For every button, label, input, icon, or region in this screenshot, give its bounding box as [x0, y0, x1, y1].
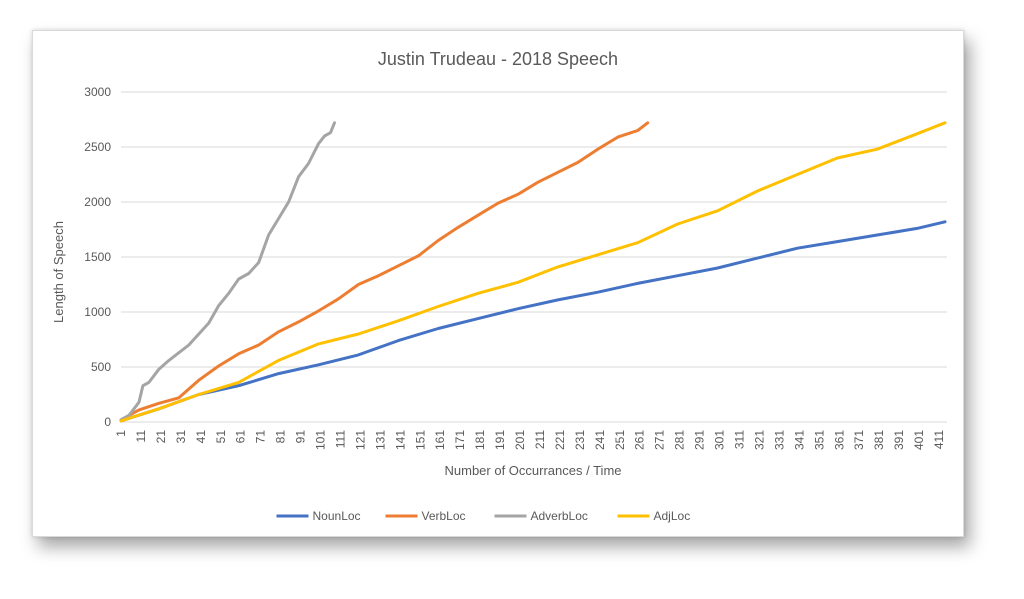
x-tick-label: 391	[892, 430, 906, 450]
legend-label-nounloc: NounLoc	[313, 509, 361, 523]
x-tick-label: 111	[333, 430, 347, 449]
x-tick-label: 271	[653, 430, 667, 450]
x-tick-label: 311	[733, 430, 747, 449]
y-axis-ticks: 0 500 1000 1500 2000 2500 3000	[84, 85, 111, 429]
x-tick-label: 221	[553, 430, 567, 450]
x-tick-label: 101	[314, 430, 328, 450]
legend-label-adjloc: AdjLoc	[654, 509, 691, 523]
line-chart: Justin Trudeau - 2018 Speech 0 500 1000 150…	[51, 49, 947, 523]
x-tick-label: 361	[832, 430, 846, 450]
x-tick-label: 71	[254, 430, 268, 444]
x-tick-label: 211	[533, 430, 547, 449]
x-tick-label: 341	[792, 430, 806, 450]
x-axis-ticks: 1 11 21 31 41 51 61 71 81 91 101 111 121 131 141 151 161…	[114, 430, 946, 450]
x-tick-label: 331	[772, 430, 786, 450]
x-tick-label: 201	[513, 430, 527, 450]
x-tick-label: 141	[393, 430, 407, 450]
x-tick-label: 321	[752, 430, 766, 450]
x-tick-label: 301	[713, 430, 727, 450]
x-tick-label: 51	[214, 430, 228, 444]
y-tick-label: 1000	[84, 305, 111, 319]
series-line-adverbloc	[119, 121, 336, 422]
x-tick-label: 191	[493, 430, 507, 450]
x-tick-label: 31	[174, 430, 188, 444]
x-tick-label: 401	[912, 430, 926, 450]
x-tick-label: 291	[693, 430, 707, 450]
x-tick-label: 11	[134, 430, 148, 443]
series-lines	[119, 121, 947, 423]
chart-card: Justin Trudeau - 2018 Speech 0 500 1000 150…	[32, 30, 964, 537]
x-tick-label: 81	[274, 430, 288, 444]
x-tick-label: 241	[593, 430, 607, 450]
x-tick-label: 131	[373, 430, 387, 450]
x-tick-label: 1	[114, 430, 128, 437]
y-tick-label: 1500	[84, 250, 111, 264]
x-tick-label: 61	[234, 430, 248, 444]
x-tick-label: 371	[852, 430, 866, 450]
gridlines	[121, 91, 947, 423]
x-tick-label: 231	[573, 430, 587, 450]
y-tick-label: 3000	[84, 85, 111, 99]
y-tick-label: 500	[91, 360, 111, 374]
x-tick-label: 411	[932, 430, 946, 449]
x-tick-label: 121	[353, 430, 367, 450]
series-line-adjloc	[119, 121, 947, 423]
series-line-verbloc	[119, 121, 650, 422]
x-tick-label: 21	[154, 430, 168, 444]
y-tick-label: 0	[104, 415, 111, 429]
legend: NounLoc VerbLoc AdverbLoc AdjLoc	[276, 509, 691, 523]
x-tick-label: 151	[413, 430, 427, 450]
y-tick-label: 2500	[84, 140, 111, 154]
y-tick-label: 2000	[84, 195, 111, 209]
x-tick-label: 171	[453, 430, 467, 450]
x-tick-label: 381	[872, 430, 886, 450]
x-axis-label: Number of Occurrances / Time	[445, 463, 622, 478]
x-tick-label: 161	[433, 430, 447, 450]
x-tick-label: 181	[473, 430, 487, 450]
x-tick-label: 41	[194, 430, 208, 444]
x-tick-label: 261	[633, 430, 647, 450]
x-tick-label: 251	[613, 430, 627, 450]
x-tick-label: 91	[294, 430, 308, 444]
legend-label-verbloc: VerbLoc	[422, 509, 466, 523]
legend-label-adverbloc: AdverbLoc	[531, 509, 588, 523]
y-axis-label: Length of Speech	[51, 221, 66, 323]
x-tick-label: 351	[812, 430, 826, 450]
x-tick-label: 281	[673, 430, 687, 450]
series-line-nounloc	[119, 220, 947, 423]
chart-title: Justin Trudeau - 2018 Speech	[378, 49, 618, 69]
